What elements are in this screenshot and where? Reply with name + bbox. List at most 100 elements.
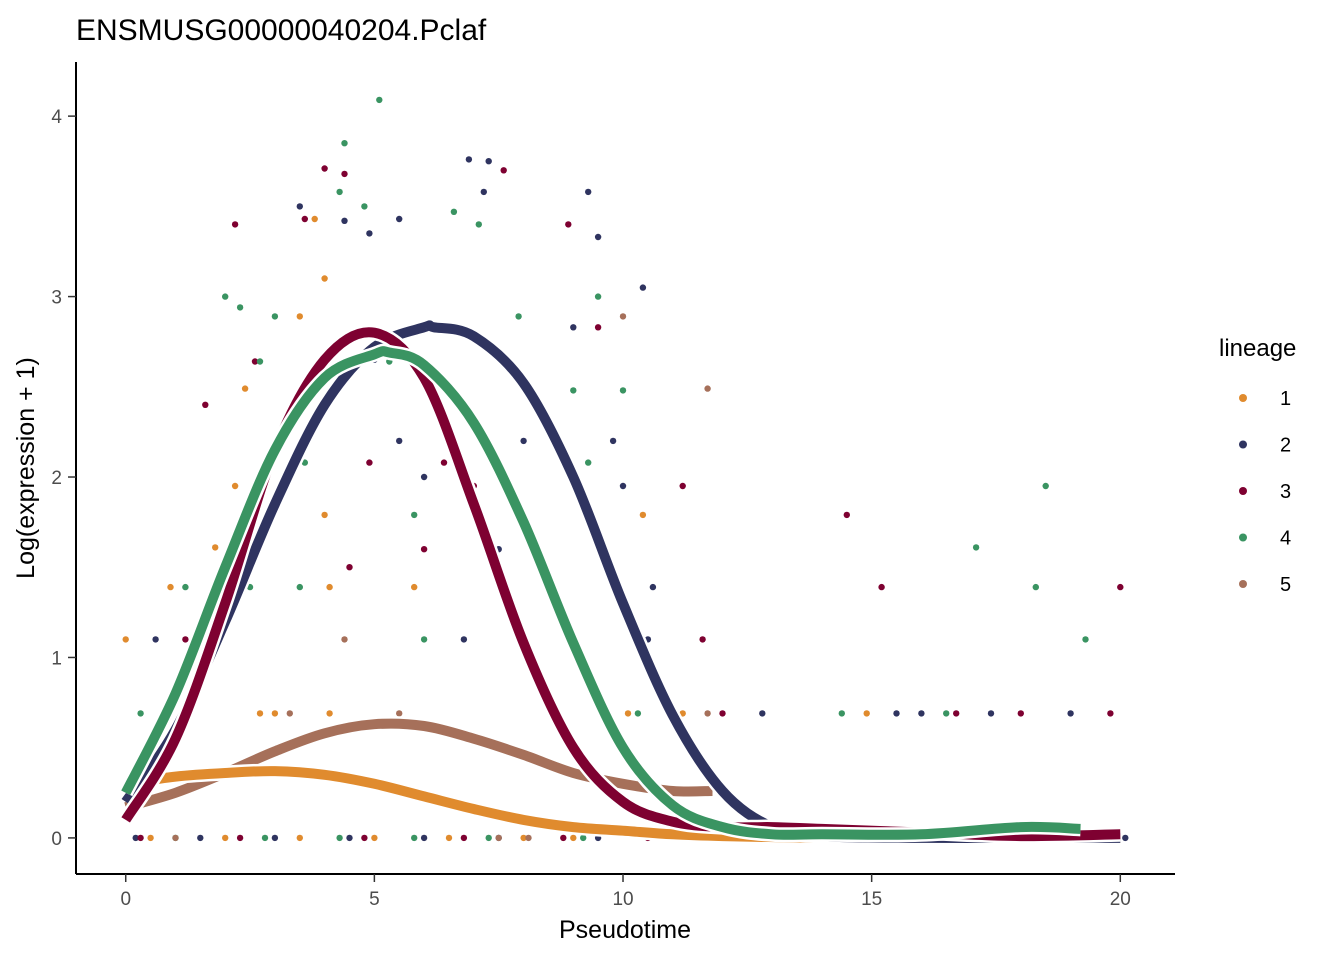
point-lineage-1 bbox=[321, 275, 328, 282]
curves-layer bbox=[119, 317, 1121, 846]
point-lineage-1 bbox=[231, 482, 239, 490]
point-lineage-1 bbox=[256, 710, 264, 717]
point-lineage-3 bbox=[202, 401, 209, 408]
point-lineage-4 bbox=[411, 834, 418, 842]
point-lineage-5 bbox=[172, 834, 179, 842]
point-lineage-2 bbox=[480, 188, 487, 196]
x-tick-label: 0 bbox=[120, 889, 131, 910]
legend-key-2 bbox=[1239, 440, 1247, 449]
curve-lineage-4 bbox=[121, 346, 1081, 840]
point-lineage-4 bbox=[972, 544, 980, 551]
y-tick-label: 2 bbox=[51, 468, 62, 489]
legend-title: lineage bbox=[1219, 335, 1296, 362]
point-lineage-3 bbox=[719, 710, 726, 717]
point-lineage-3 bbox=[878, 583, 885, 591]
point-lineage-1 bbox=[639, 511, 647, 519]
point-lineage-3 bbox=[1017, 710, 1024, 717]
point-lineage-3 bbox=[953, 710, 960, 717]
point-lineage-4 bbox=[838, 710, 845, 717]
point-lineage-3 bbox=[420, 546, 428, 553]
point-lineage-5 bbox=[286, 710, 293, 717]
point-lineage-1 bbox=[167, 583, 174, 591]
point-lineage-3 bbox=[594, 324, 602, 331]
point-lineage-4 bbox=[411, 511, 418, 519]
point-lineage-2 bbox=[594, 233, 602, 241]
point-lineage-5 bbox=[341, 636, 348, 643]
point-lineage-2 bbox=[1122, 834, 1129, 842]
point-lineage-5 bbox=[396, 710, 403, 717]
point-lineage-1 bbox=[570, 834, 577, 842]
point-lineage-5 bbox=[619, 313, 627, 320]
point-lineage-4 bbox=[1032, 583, 1040, 591]
point-lineage-2 bbox=[1067, 710, 1074, 717]
point-lineage-2 bbox=[639, 284, 647, 291]
legend-label-3: 3 bbox=[1280, 481, 1291, 503]
point-lineage-3 bbox=[699, 636, 706, 643]
point-lineage-3 bbox=[565, 221, 572, 228]
legend-key-4 bbox=[1239, 533, 1247, 542]
point-lineage-1 bbox=[311, 215, 318, 223]
point-lineage-2 bbox=[609, 437, 617, 445]
points-layer bbox=[122, 96, 1129, 842]
point-lineage-1 bbox=[147, 834, 154, 842]
point-lineage-4 bbox=[943, 710, 950, 717]
y-tick-label: 4 bbox=[51, 107, 62, 128]
point-lineage-3 bbox=[301, 215, 308, 223]
point-lineage-4 bbox=[1082, 636, 1089, 643]
point-lineage-2 bbox=[585, 188, 592, 196]
point-lineage-1 bbox=[371, 834, 378, 842]
x-axis-label: Pseudotime bbox=[559, 916, 691, 944]
point-lineage-5 bbox=[525, 834, 532, 842]
point-lineage-4 bbox=[336, 188, 343, 196]
point-lineage-4 bbox=[236, 304, 244, 311]
point-lineage-2 bbox=[296, 203, 303, 210]
point-lineage-4 bbox=[580, 834, 587, 842]
point-lineage-4 bbox=[271, 313, 279, 320]
point-lineage-2 bbox=[485, 158, 492, 165]
point-lineage-1 bbox=[222, 834, 229, 842]
point-lineage-4 bbox=[515, 313, 522, 320]
point-lineage-3 bbox=[500, 167, 507, 174]
point-lineage-1 bbox=[241, 385, 249, 392]
point-lineage-3 bbox=[361, 834, 368, 842]
point-lineage-3 bbox=[1117, 583, 1124, 591]
point-lineage-1 bbox=[296, 834, 303, 842]
point-lineage-1 bbox=[326, 583, 333, 591]
point-lineage-4 bbox=[261, 834, 269, 842]
point-lineage-3 bbox=[341, 170, 348, 178]
point-lineage-1 bbox=[212, 544, 219, 551]
point-lineage-4 bbox=[585, 459, 592, 466]
point-lineage-4 bbox=[341, 140, 348, 147]
point-lineage-1 bbox=[520, 834, 527, 842]
point-lineage-4 bbox=[361, 203, 368, 210]
legend-label-4: 4 bbox=[1280, 528, 1291, 550]
point-lineage-2 bbox=[570, 324, 577, 331]
point-lineage-3 bbox=[231, 221, 239, 228]
point-lineage-2 bbox=[619, 482, 627, 490]
point-lineage-5 bbox=[704, 385, 711, 392]
point-lineage-4 bbox=[256, 358, 264, 365]
point-lineage-2 bbox=[918, 710, 925, 717]
legend-label-1: 1 bbox=[1280, 388, 1291, 410]
point-lineage-2 bbox=[396, 437, 403, 445]
point-lineage-1 bbox=[296, 313, 303, 320]
point-lineage-4 bbox=[222, 293, 229, 300]
point-lineage-2 bbox=[987, 710, 995, 717]
legend-label-2: 2 bbox=[1280, 435, 1291, 457]
point-lineage-4 bbox=[450, 208, 458, 215]
legend: lineage 1 2 3 4 5 bbox=[1219, 335, 1296, 596]
point-lineage-3 bbox=[460, 834, 468, 842]
legend-key-3 bbox=[1239, 487, 1247, 495]
point-lineage-3 bbox=[236, 834, 244, 842]
point-lineage-3 bbox=[251, 358, 259, 365]
point-lineage-2 bbox=[271, 834, 279, 842]
x-tick-label: 10 bbox=[612, 889, 633, 910]
point-lineage-2 bbox=[893, 710, 900, 717]
point-lineage-4 bbox=[570, 387, 577, 394]
legend-key-5 bbox=[1239, 580, 1247, 588]
x-ticks: 0 5 10 15 20 bbox=[120, 874, 1131, 910]
point-lineage-2 bbox=[341, 217, 348, 224]
point-lineage-5 bbox=[704, 710, 711, 717]
point-lineage-2 bbox=[152, 636, 159, 643]
